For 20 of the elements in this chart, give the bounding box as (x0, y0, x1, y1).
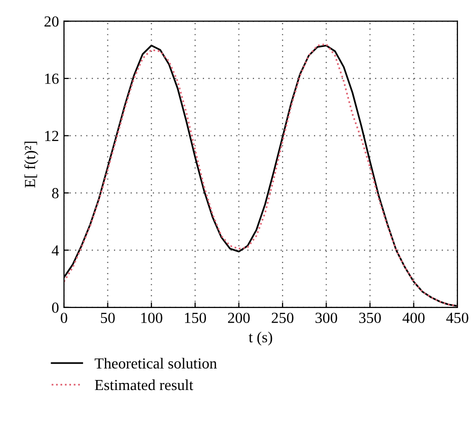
x-tick-label: 250 (272, 312, 294, 324)
legend-label: Theoretical solution (94, 358, 217, 369)
x-tick-label: 50 (100, 312, 115, 324)
x-tick-label: 0 (60, 312, 68, 324)
y-tick-label: 8 (52, 188, 59, 198)
y-tick-label: 12 (45, 130, 58, 141)
y-tick-label: 0 (52, 302, 59, 313)
y-tick-label: 4 (52, 245, 59, 256)
x-tick-label: 150 (185, 312, 206, 324)
y-tick-label: 16 (45, 74, 59, 84)
y-axis-title: E[ f(t)²] (24, 142, 38, 188)
x-tick-label: 350 (359, 312, 381, 324)
x-tick-label: 300 (316, 312, 338, 324)
x-axis-title: t (s) (248, 332, 272, 346)
x-tick-label: 100 (141, 312, 162, 324)
legend-label: Estimated result (94, 379, 194, 390)
x-tick-label: 450 (446, 312, 468, 324)
y-tick-label: 20 (44, 16, 59, 27)
x-tick-label: 400 (402, 312, 425, 324)
x-tick-label: 200 (228, 312, 250, 324)
